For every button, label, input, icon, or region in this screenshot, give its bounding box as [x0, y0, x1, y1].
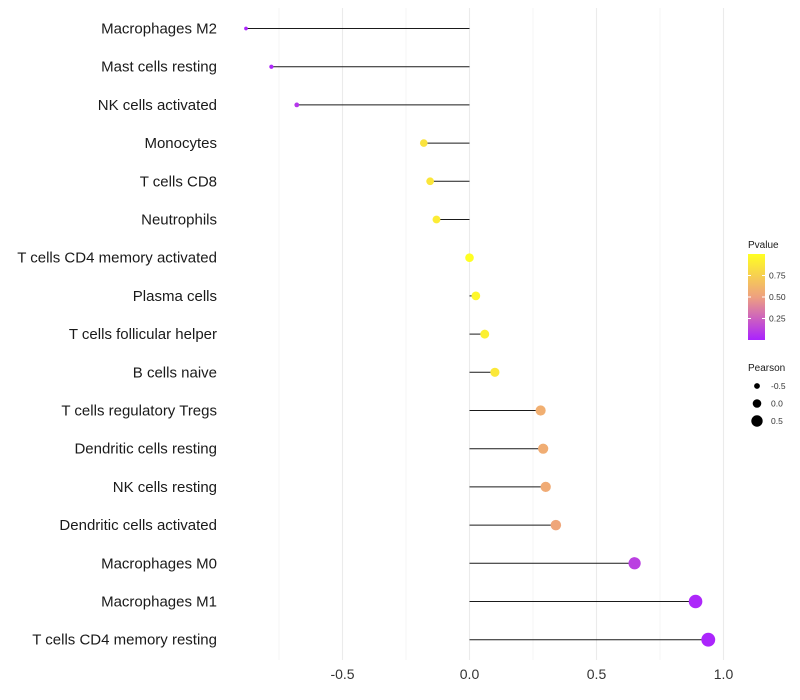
lollipop-stems	[245, 28, 709, 641]
lollipop-dot	[471, 291, 481, 301]
size-legend-dot	[754, 383, 760, 389]
lollipop-dot	[465, 253, 474, 262]
size-legend-label: 0.5	[771, 416, 783, 426]
pearson-legend: Pearson -0.5 0.0 0.5	[748, 363, 786, 427]
x-tick-label: 0.0	[460, 666, 480, 682]
x-tick-label: 1.0	[714, 666, 734, 682]
y-tick-label: T cells CD4 memory activated	[17, 250, 217, 267]
y-tick-label: T cells follicular helper	[69, 326, 217, 343]
lollipop-dot	[269, 64, 274, 69]
y-axis-labels: Macrophages M2 Mast cells resting NK cells…	[17, 21, 217, 649]
pearson-legend-title: Pearson	[748, 363, 785, 374]
pvalue-legend: Pvalue 0.75 0.50 0.25	[748, 240, 786, 340]
size-legend-label: -0.5	[771, 381, 786, 391]
size-legend-dot	[752, 399, 762, 408]
y-tick-label: Dendritic cells resting	[74, 441, 217, 458]
lollipop-dot	[550, 519, 562, 531]
y-tick-label: Dendritic cells activated	[59, 517, 217, 534]
y-tick-label: B cells naive	[133, 364, 217, 381]
y-tick-label: Macrophages M0	[101, 555, 217, 572]
x-tick-label: 0.5	[587, 666, 607, 682]
y-tick-label: NK cells activated	[98, 97, 217, 114]
x-axis-labels: -0.5 0.0 0.5 1.0	[330, 666, 733, 682]
lollipop-dot	[294, 102, 300, 108]
lollipop-dot	[480, 329, 490, 339]
lollipop-dot	[701, 632, 716, 647]
lollipop-dot	[628, 557, 641, 570]
lollipop-dot	[426, 177, 434, 186]
y-tick-label: Plasma cells	[133, 288, 217, 305]
pvalue-legend-ticks: 0.75 0.50 0.25	[748, 271, 786, 324]
y-tick-label: NK cells resting	[113, 479, 217, 496]
colorbar-tick-label: 0.50	[769, 292, 786, 302]
lollipop-dot	[688, 594, 703, 609]
size-legend-dot	[751, 415, 763, 427]
pearson-legend-items: -0.5 0.0 0.5	[751, 381, 786, 427]
y-tick-label: T cells CD8	[140, 173, 217, 190]
lollipop-dot	[432, 215, 441, 224]
grid-lines	[278, 8, 725, 660]
x-tick-label: -0.5	[330, 666, 354, 682]
pvalue-colorbar	[748, 254, 765, 340]
lollipop-dot	[419, 139, 428, 147]
y-tick-label: T cells CD4 memory resting	[32, 632, 217, 649]
size-legend-label: 0.0	[771, 399, 783, 409]
lollipop-dot	[535, 405, 546, 416]
lollipop-dots	[244, 26, 716, 647]
y-tick-label: Neutrophils	[141, 212, 217, 229]
pvalue-legend-title: Pvalue	[748, 240, 779, 251]
y-tick-label: Mast cells resting	[101, 59, 217, 76]
lollipop-dot	[490, 367, 500, 377]
colorbar-tick-label: 0.25	[769, 314, 786, 324]
lollipop-dot	[540, 481, 551, 493]
colorbar-tick-label: 0.75	[769, 271, 786, 281]
y-tick-label: Macrophages M1	[101, 594, 217, 611]
lollipop-dot	[538, 443, 549, 454]
y-tick-label: Monocytes	[144, 135, 217, 152]
lollipop-dot	[244, 26, 248, 31]
y-tick-label: T cells regulatory Tregs	[61, 403, 217, 420]
y-tick-label: Macrophages M2	[101, 21, 217, 38]
